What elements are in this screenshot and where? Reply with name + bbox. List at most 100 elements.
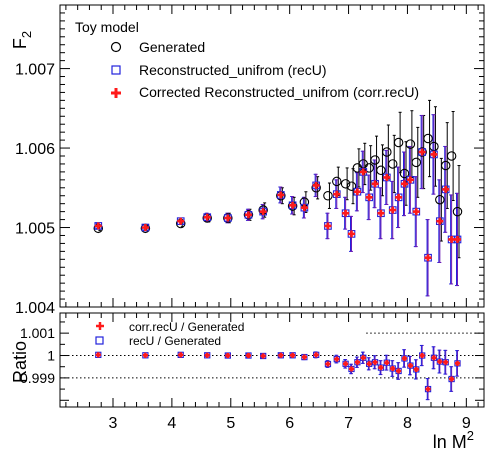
ratio-legend-marker-recu xyxy=(95,336,104,345)
ratio-point-cross xyxy=(366,361,372,367)
main-point-cross xyxy=(324,222,332,230)
ratio-point-cross xyxy=(437,358,443,365)
ratio-legend-label-corr: corr.recU / Generated xyxy=(129,320,244,334)
ratio-y-tick-label: 0.999 xyxy=(20,370,55,386)
main-y-tick-label: 1.004 xyxy=(15,300,55,317)
main-point-cross xyxy=(289,201,297,209)
legend-marker-corr-recu xyxy=(111,88,121,98)
x-tick-label: 5 xyxy=(226,415,235,432)
ratio-y-tick-label: 1 xyxy=(47,348,55,364)
main-point-cross xyxy=(224,214,232,222)
main-point-open-circle xyxy=(370,155,380,165)
ratio-reference-lines xyxy=(60,332,484,379)
main-point-cross xyxy=(395,193,403,201)
ratio-legend: corr.recU / Generated recU / Generated xyxy=(95,320,244,348)
ratio-point-cross xyxy=(449,376,455,382)
x-tick-label: 7 xyxy=(344,415,353,432)
main-y-tick-label: 1.006 xyxy=(15,141,55,158)
ratio-point-cross xyxy=(142,352,148,358)
main-point-open-circle xyxy=(332,176,342,187)
ratio-point-cross xyxy=(401,355,408,362)
main-point-cross xyxy=(348,230,355,238)
ratio-point-cross xyxy=(95,352,101,358)
ratio-point-cross xyxy=(278,352,284,358)
main-point-cross xyxy=(300,204,308,212)
main-point-cross xyxy=(424,254,432,262)
main-legend: Toy model Generated Reconstructed_unifro… xyxy=(75,19,419,100)
main-y-axis-label-text: F xyxy=(10,38,30,49)
legend-marker-recu xyxy=(111,65,121,75)
ratio-point-cross xyxy=(301,354,307,360)
main-point-cross xyxy=(141,224,149,232)
data-markers xyxy=(93,133,463,393)
main-point-cross xyxy=(333,190,341,198)
main-point-open-circle xyxy=(440,160,451,171)
ratio-point-cross xyxy=(325,361,331,367)
ratio-point-cross xyxy=(372,359,378,365)
main-point-open-circle xyxy=(393,137,404,148)
legend-label-corr-recu: Corrected Reconstructed_unifrom (corr.re… xyxy=(139,84,419,100)
ratio-legend-label-recu: recU / Generated xyxy=(129,334,221,348)
x-tick-label: 8 xyxy=(403,415,412,432)
ratio-point-cross xyxy=(354,359,360,365)
main-point-open-circle xyxy=(387,159,398,169)
main-point-open-circle xyxy=(446,151,457,161)
main-point-cross xyxy=(448,235,456,243)
main-point-cross xyxy=(383,173,391,181)
ratio-point-cross xyxy=(204,352,210,358)
ratio-point-cross xyxy=(245,352,252,359)
ratio-y-axis-label-text: Ratio xyxy=(10,341,30,383)
x-tick-label: 6 xyxy=(285,415,294,432)
main-point-open-circle xyxy=(223,213,233,223)
main-point-cross xyxy=(277,191,285,199)
x-axis-label-superscript: 2 xyxy=(467,428,474,443)
ratio-point-cross xyxy=(260,353,266,359)
main-point-cross xyxy=(436,217,444,225)
ratio-point-cross xyxy=(313,352,319,358)
main-point-cross xyxy=(312,181,320,189)
ratio-legend-marker-corr xyxy=(96,322,104,330)
x-tick-label: 9 xyxy=(462,415,471,432)
main-point-open-circle xyxy=(364,163,374,173)
main-point-cross xyxy=(371,180,379,188)
ratio-point-cross xyxy=(178,352,184,358)
main-point-open-circle xyxy=(423,133,433,144)
ratio-point-cross xyxy=(431,355,437,361)
ratio-point-cross xyxy=(290,352,296,358)
main-point-cross xyxy=(259,208,267,216)
main-point-cross xyxy=(442,185,450,193)
ratio-point-cross xyxy=(390,365,396,372)
main-point-cross xyxy=(389,206,397,214)
ratio-point-cross xyxy=(443,359,449,365)
main-point-cross xyxy=(412,208,420,216)
main-point-open-circle xyxy=(243,210,254,220)
main-point-cross xyxy=(203,213,211,221)
main-legend-title: Toy model xyxy=(75,19,139,35)
main-point-cross xyxy=(342,209,350,217)
main-point-cross xyxy=(377,209,385,217)
legend-marker-generated xyxy=(110,41,122,53)
ratio-y-tick-label: 1.001 xyxy=(20,325,55,341)
x-tick-label: 4 xyxy=(167,415,176,432)
main-point-open-circle xyxy=(452,206,463,217)
ratio-point-cross xyxy=(384,360,390,366)
ratio-point-cross xyxy=(348,366,355,372)
ratio-point-cross xyxy=(419,352,425,359)
svg-text:F2: F2 xyxy=(10,31,34,49)
main-point-cross xyxy=(177,217,185,225)
main-point-cross xyxy=(406,176,414,184)
main-point-open-circle xyxy=(340,179,351,189)
x-axis-label: ln M2 xyxy=(433,428,474,452)
main-y-tick-label: 1.007 xyxy=(15,62,55,79)
main-point-cross xyxy=(430,150,438,158)
main-point-open-circle xyxy=(346,181,357,191)
main-point-open-circle xyxy=(435,194,445,205)
axis-ticks: 3 4 5 6 7 8 9 1.004 1.005 1.006 1.007 0.999 1 1.001 xyxy=(15,4,484,432)
ratio-point-cross xyxy=(396,368,402,374)
error-bars xyxy=(95,99,461,401)
ratio-point-cross xyxy=(378,365,384,371)
main-point-open-circle xyxy=(323,190,333,201)
main-point-cross xyxy=(244,211,252,219)
main-y-axis-label-subscript: 2 xyxy=(19,31,34,38)
